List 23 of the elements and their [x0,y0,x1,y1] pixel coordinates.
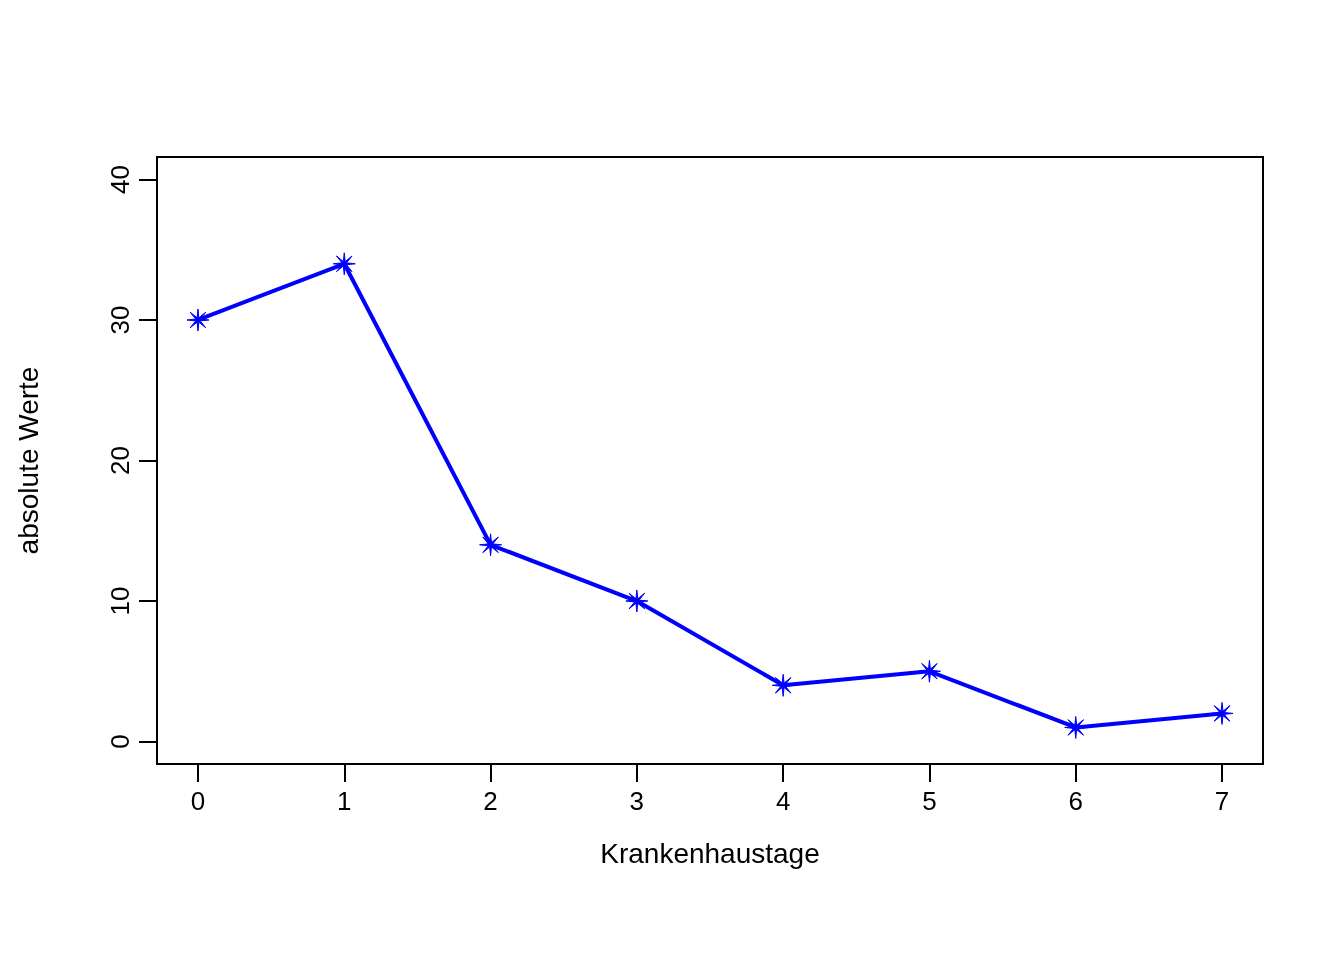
point [479,533,503,557]
y-tick-label: 10 [105,586,135,616]
x-tick-label: 5 [922,786,937,816]
point [332,252,356,276]
point [186,308,210,332]
x-tick-label: 0 [190,786,206,816]
y-tick-label: 20 [105,446,135,475]
point [625,589,649,613]
x-tick-label: 2 [483,786,498,816]
x-tick-label: 3 [629,786,645,816]
x-axis-title: Krankenhaustage [600,837,820,869]
x-tick-label: 1 [337,786,352,816]
x-tick-label: 7 [1214,786,1230,816]
x-tick-label: 4 [775,786,791,816]
point [917,659,941,683]
y-axis-title: absolute Werte [12,366,44,555]
y-tick-label: 30 [105,305,135,335]
point [1064,715,1088,739]
y-tick-label: 0 [105,734,135,749]
point [1210,701,1234,725]
x-tick-label: 6 [1068,786,1083,816]
point [771,673,795,697]
y-tick-label: 40 [105,165,135,194]
